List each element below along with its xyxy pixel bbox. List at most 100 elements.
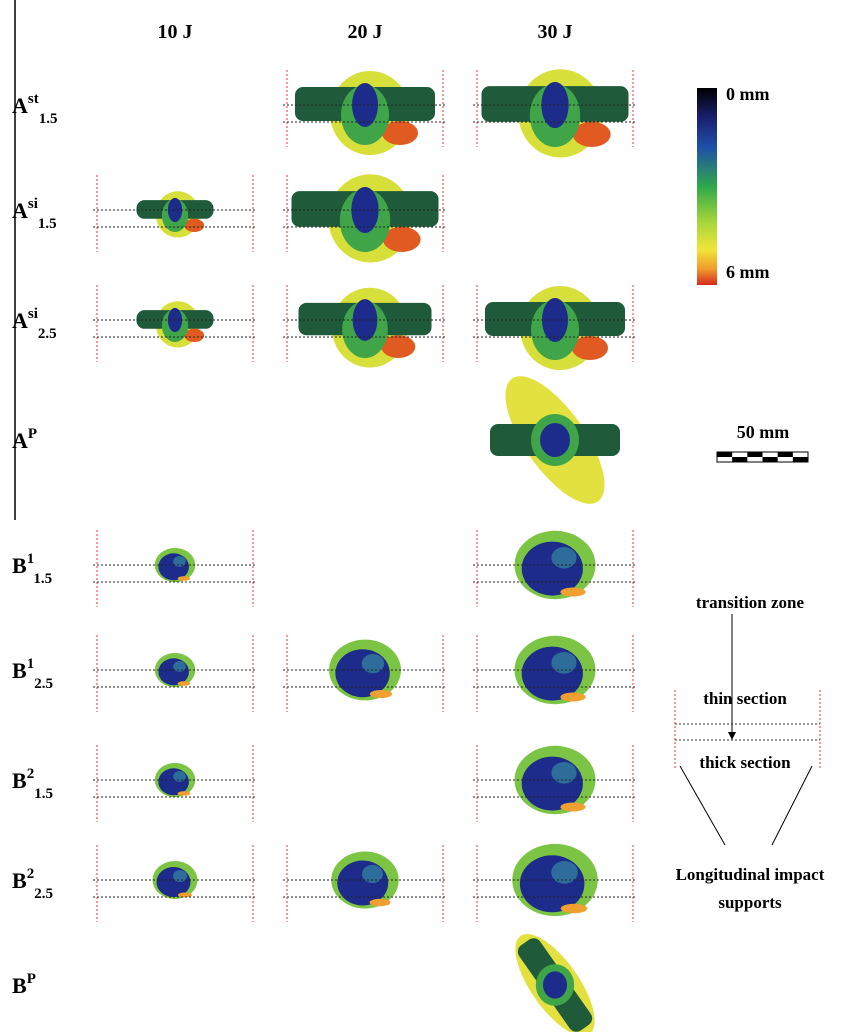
damage-zone <box>158 553 189 581</box>
scale-segment <box>792 457 808 462</box>
damage-zone <box>543 971 567 999</box>
row-label: B1 2.5 <box>12 656 53 692</box>
damage-map <box>93 635 257 712</box>
damage-zone <box>560 802 586 812</box>
damage-map <box>283 285 447 368</box>
damage-zone <box>158 768 189 796</box>
row-label: B2 2.5 <box>12 866 53 902</box>
row-label-base: A <box>12 93 28 118</box>
row-label-sub: 1.5 <box>39 111 58 127</box>
damage-zone <box>540 423 570 457</box>
damage-map <box>93 745 257 822</box>
column-header: 30 J <box>538 21 573 43</box>
damage-zone <box>158 658 189 686</box>
damage-zone <box>572 336 608 360</box>
colorbar-label: 0 mm <box>726 84 770 104</box>
row-label-base: B <box>12 658 27 683</box>
row-label: B2 1.5 <box>12 766 53 802</box>
arrow <box>679 765 726 846</box>
schematic-label: transition zone <box>696 593 805 612</box>
damage-zone <box>521 646 583 701</box>
colorbar <box>697 88 717 285</box>
row-label-sup: 1 <box>27 551 34 567</box>
damage-map <box>283 174 447 263</box>
row-label-sup: si <box>28 306 38 322</box>
damage-zone <box>521 756 583 811</box>
row-label: Ast1.5 <box>12 91 57 127</box>
row-label-base: B <box>12 553 27 578</box>
damage-zone <box>361 654 385 674</box>
damage-map <box>473 69 637 158</box>
damage-zone <box>177 681 191 686</box>
damage-zone <box>551 762 577 784</box>
damage-zone <box>337 860 389 906</box>
scale-bar <box>716 451 809 463</box>
schematic-label: thin section <box>703 689 787 708</box>
row-label-base: B <box>12 973 27 998</box>
row-label-base: A <box>12 428 28 453</box>
row-label: Asi1.5 <box>12 196 57 232</box>
arrowhead <box>728 732 736 740</box>
damage-map <box>93 285 257 362</box>
row-label-sub: 2.5 <box>34 676 53 692</box>
row-label: BP <box>12 971 36 998</box>
damage-map <box>473 635 637 712</box>
scale-segment <box>777 452 793 457</box>
row-label-sup: P <box>28 426 37 442</box>
damage-zone <box>362 865 383 883</box>
schematic-label: supports <box>718 893 782 912</box>
damage-map <box>473 530 637 607</box>
scale-label: 50 mm <box>737 422 790 442</box>
damage-map <box>490 376 620 504</box>
damage-zone <box>382 226 421 252</box>
damage-zone <box>521 541 583 596</box>
row-label-sup: 2 <box>27 866 35 882</box>
damage-zone <box>560 903 588 914</box>
row-label-sup: 2 <box>27 766 35 782</box>
row-label-sub: 1.5 <box>33 571 52 587</box>
damage-zone <box>173 771 186 782</box>
scale-segment <box>717 452 733 457</box>
damage-map <box>473 745 637 822</box>
damage-zone <box>369 898 391 907</box>
scale-segment <box>747 452 763 457</box>
damage-zone <box>551 652 577 674</box>
row-label-base: A <box>12 308 28 333</box>
damage-zone <box>572 121 611 147</box>
damage-zone <box>381 335 416 358</box>
schematic-label: thick section <box>699 753 791 772</box>
colorbar-label: 6 mm <box>726 262 770 282</box>
schematic-label: Longitudinal impact <box>676 865 825 884</box>
damage-map <box>473 285 637 370</box>
row-label-sub: 1.5 <box>38 216 57 232</box>
row-label-sup: si <box>28 196 38 212</box>
damage-map <box>515 933 595 1032</box>
damage-map <box>93 175 257 252</box>
damage-zone <box>369 690 393 698</box>
damage-zone <box>184 218 205 232</box>
arrow <box>771 765 813 846</box>
damage-zone <box>156 867 191 897</box>
damage-zone <box>551 547 577 569</box>
row-label-sup: st <box>28 91 39 107</box>
row-label-sub: 1.5 <box>34 786 53 802</box>
scale-segment <box>732 457 748 462</box>
damage-zone <box>173 556 186 567</box>
damage-zone <box>551 861 578 884</box>
row-label-base: B <box>12 868 27 893</box>
row-label: Asi2.5 <box>12 306 57 342</box>
damage-map <box>93 845 257 922</box>
row-label-base: B <box>12 768 27 793</box>
column-header: 20 J <box>348 21 383 43</box>
damage-map <box>283 845 447 922</box>
damage-map <box>93 530 257 607</box>
row-label: B1 1.5 <box>12 551 52 587</box>
damage-zone <box>382 121 418 145</box>
row-label: AP <box>12 426 37 453</box>
damage-map <box>283 70 447 155</box>
damage-zone <box>335 649 390 698</box>
row-label-sub: 2.5 <box>34 886 53 902</box>
damage-zone <box>178 892 192 898</box>
damage-zone <box>177 791 191 796</box>
schematic: transition zone thin section thick secti… <box>674 593 825 912</box>
